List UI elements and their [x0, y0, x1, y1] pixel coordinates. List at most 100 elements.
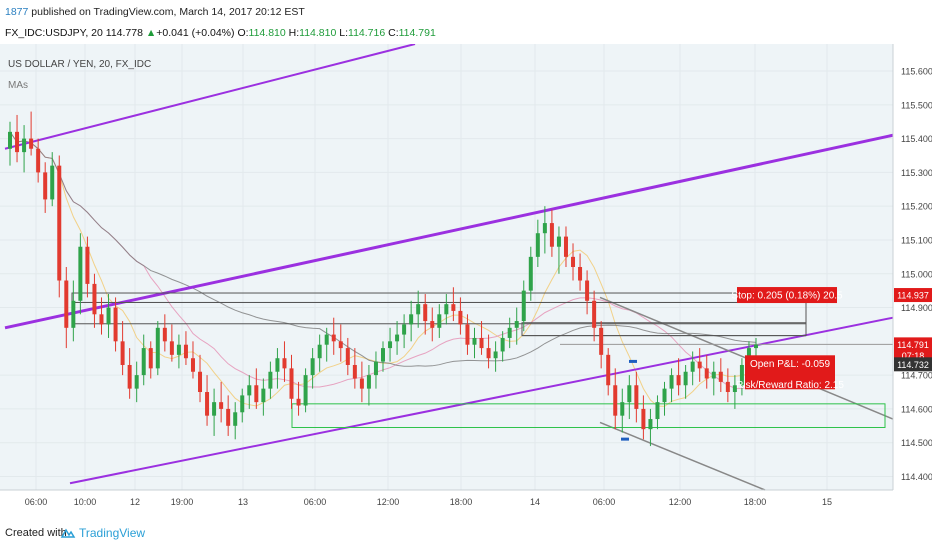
candle-body: [655, 402, 660, 420]
candle-body: [162, 327, 167, 342]
y-tick-label: 114.700: [901, 371, 932, 381]
candle-body: [226, 408, 231, 426]
candle-body: [493, 351, 498, 359]
y-tick-label: 114.900: [901, 303, 932, 313]
last-price: 114.778: [105, 27, 143, 39]
tradingview-cloud-icon: [60, 528, 76, 538]
candle-body: [416, 304, 421, 315]
candle-body: [613, 385, 618, 416]
x-tick-label: 18:00: [450, 497, 473, 507]
chart-header: 1877 published on TradingView.com, March…: [0, 0, 932, 44]
candle-body: [268, 371, 273, 389]
candle-body: [289, 368, 294, 399]
created-with-text: Created with: [5, 527, 67, 539]
candle-body: [528, 256, 533, 291]
candle-body: [500, 337, 505, 352]
candle-body: [64, 280, 69, 328]
candle-body: [57, 165, 62, 281]
x-tick-label: 14: [530, 497, 540, 507]
candle-body: [183, 344, 188, 359]
candle-body: [451, 304, 456, 311]
candle-body: [381, 348, 385, 362]
low-value: 114.716: [348, 27, 386, 39]
candle-body: [205, 392, 210, 416]
stop-label-bg: [737, 287, 837, 304]
candle-body: [662, 388, 667, 403]
candle-body: [648, 419, 653, 430]
annotations: Stop: 0.205 (0.18%) 20.5 Open P&L: -0.059…: [731, 287, 844, 391]
channel-mid-line: [4, 133, 894, 330]
candle-body: [556, 236, 561, 247]
price-tag: 114.791: [897, 340, 929, 350]
candle-body: [754, 344, 758, 349]
candle-body: [134, 375, 139, 389]
up-arrow-icon: ▲: [145, 27, 157, 39]
x-tick-label: 12:00: [669, 497, 692, 507]
legend-label: MAs: [8, 80, 28, 91]
candle-body: [486, 348, 491, 359]
high-value: 114.810: [299, 27, 337, 39]
candle-body: [141, 348, 146, 376]
candle-body: [388, 341, 393, 349]
candle-body: [592, 300, 597, 328]
y-tick-label: 114.500: [901, 438, 932, 448]
y-axis[interactable]: 115.600 115.500 115.400 115.300 115.200 115.1…: [892, 44, 932, 490]
candle-body: [444, 304, 449, 315]
close-value: 114.791: [398, 27, 436, 39]
price-tag: 114.937: [897, 291, 929, 301]
open-label: O:: [237, 27, 249, 39]
x-tick-label: 06:00: [25, 497, 48, 507]
y-tick-label: 115.000: [901, 269, 932, 279]
candle-body: [29, 138, 34, 149]
candle-body: [219, 402, 224, 409]
y-tick-label: 115.100: [901, 235, 932, 245]
y-tick-label: 115.400: [901, 134, 932, 144]
open-pnl-label: Open P&L: -0.059: [750, 359, 830, 370]
risk-reward-label: Risk/Reward Ratio: 2.15: [736, 380, 844, 391]
candle-body: [676, 375, 681, 386]
candle-body: [373, 361, 378, 376]
candle-body: [275, 358, 280, 372]
tradingview-logo[interactable]: TradingView: [60, 526, 145, 540]
plot-area[interactable]: [0, 44, 893, 490]
price-change: +0.041 (+0.04%): [156, 27, 235, 39]
symbol-line: FX_IDC:USDJPY, 20 114.778 ▲+0.041 (+0.04…: [5, 27, 436, 39]
y-tick-label: 115.200: [901, 202, 932, 212]
candle-body: [176, 344, 181, 355]
candle-body: [240, 395, 245, 413]
candle-body: [198, 371, 203, 393]
candle-body: [310, 358, 315, 376]
candle-body: [563, 236, 568, 257]
candle-body: [92, 283, 97, 315]
candle-body: [585, 280, 590, 301]
candle-body: [437, 314, 442, 328]
symbol-label: FX_IDC:USDJPY, 20: [5, 27, 106, 39]
high-label: H:: [288, 27, 300, 39]
publish-line: 1877 published on TradingView.com, March…: [5, 6, 305, 18]
candle-body: [261, 388, 266, 403]
candle-body: [599, 327, 604, 355]
x-axis[interactable]: 06:00 10:00 12 19:00 13 06:00 12:00 18:00 14 06:0…: [0, 489, 893, 507]
close-label: C:: [388, 27, 399, 39]
candle-body: [465, 324, 470, 345]
candle-body: [50, 165, 55, 200]
x-tick-label: 12:00: [377, 497, 400, 507]
candle-body: [507, 327, 512, 338]
candle-body: [169, 341, 174, 355]
channel-upper-line: [4, 44, 416, 150]
candle-body: [85, 246, 90, 284]
price-tag: 114.732: [897, 360, 929, 370]
y-tick-label: 114.600: [901, 404, 932, 414]
candle-body: [479, 337, 484, 349]
candle-body: [303, 375, 308, 406]
publisher-link[interactable]: 1877: [5, 6, 29, 18]
support-zone: [291, 403, 886, 428]
candle-body: [71, 300, 76, 328]
candle-body: [732, 385, 737, 393]
candle-body: [247, 385, 252, 396]
price-chart[interactable]: US DOLLAR / YEN, 20, FX_IDC MAs Stop: 0.…: [0, 44, 932, 518]
trend-line-lower: [599, 421, 766, 491]
candle-body: [690, 361, 695, 372]
tradingview-brand: TradingView: [79, 526, 146, 540]
candle-body: [423, 304, 428, 322]
